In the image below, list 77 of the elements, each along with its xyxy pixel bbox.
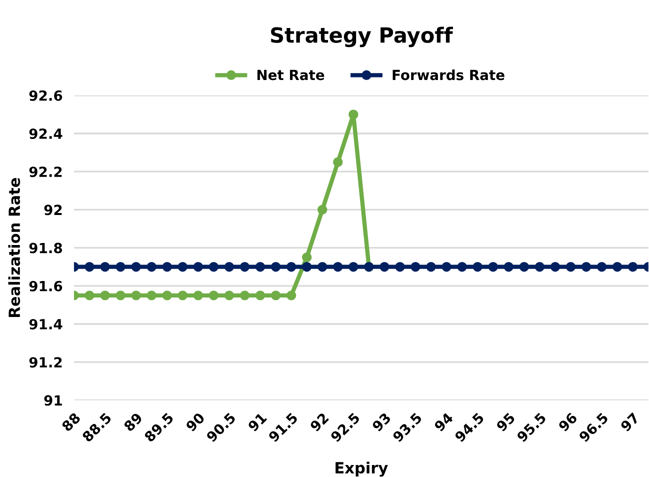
x-tick-label: 91 [247,412,268,432]
point [566,262,576,272]
point [193,262,204,272]
y-tick-label: 92.6 [29,90,62,101]
point [84,290,94,300]
point [286,262,296,272]
point [255,262,266,272]
x-tick-label: 94 [434,412,454,432]
point [596,262,607,272]
y-tick-label: 92 [44,204,62,216]
point [270,262,281,272]
chart-title: Strategy Payoff [271,26,453,48]
point [519,262,530,272]
point [224,262,234,272]
y-tick-label: 91.8 [29,242,62,254]
y-tick-label: 92.4 [29,128,62,139]
y-tick-label: 91.2 [29,357,62,368]
point [380,262,390,272]
point [84,262,94,272]
point [270,290,281,300]
x-tick-label: 92 [309,412,330,432]
point [208,290,219,300]
point [178,290,188,300]
x-tick-label: 90 [185,412,206,432]
point [302,252,312,262]
point [488,262,498,272]
x-tick-label: 89 [123,412,144,432]
x-tick-label: 95 [496,412,516,432]
point [472,262,482,272]
legend-label: Forwards Rate [392,69,504,80]
point [131,262,141,272]
point [240,290,250,300]
point [131,290,141,300]
point [116,262,126,272]
point [208,262,219,272]
point [255,290,266,300]
point [581,262,592,272]
point [178,262,188,272]
point [193,290,204,300]
x-tick-label: 97 [620,412,640,432]
point [333,262,343,272]
point [240,262,250,272]
x-tick-label: 93 [371,412,392,432]
point [286,290,296,300]
y-tick-label: 91.4 [29,318,62,330]
point [426,262,436,272]
point [395,262,405,272]
point [628,262,638,272]
y-tick-label: 92.2 [29,166,62,178]
y-tick-label: 91.6 [29,280,62,292]
point [318,204,328,215]
point [504,262,514,272]
point [457,262,467,272]
point [302,262,312,272]
y-axis-title: Realization Rate [8,178,20,317]
point [348,262,358,272]
point [318,262,328,272]
x-tick-label: 88 [61,412,81,432]
point [100,262,110,272]
point [333,157,343,167]
y-tick-label: 91 [44,395,62,406]
point [442,262,452,272]
point [116,290,126,300]
legend-label: Net Rate [257,70,324,80]
point [534,262,545,272]
point [410,262,420,272]
point [162,262,172,272]
point [162,290,172,300]
point [550,262,560,272]
x-axis-title: Expiry [336,462,388,477]
point [146,262,156,272]
point [612,262,622,272]
point [348,110,358,120]
point [224,290,234,300]
x-tick-label: 96 [558,412,578,432]
point [146,290,156,300]
point [100,290,110,300]
